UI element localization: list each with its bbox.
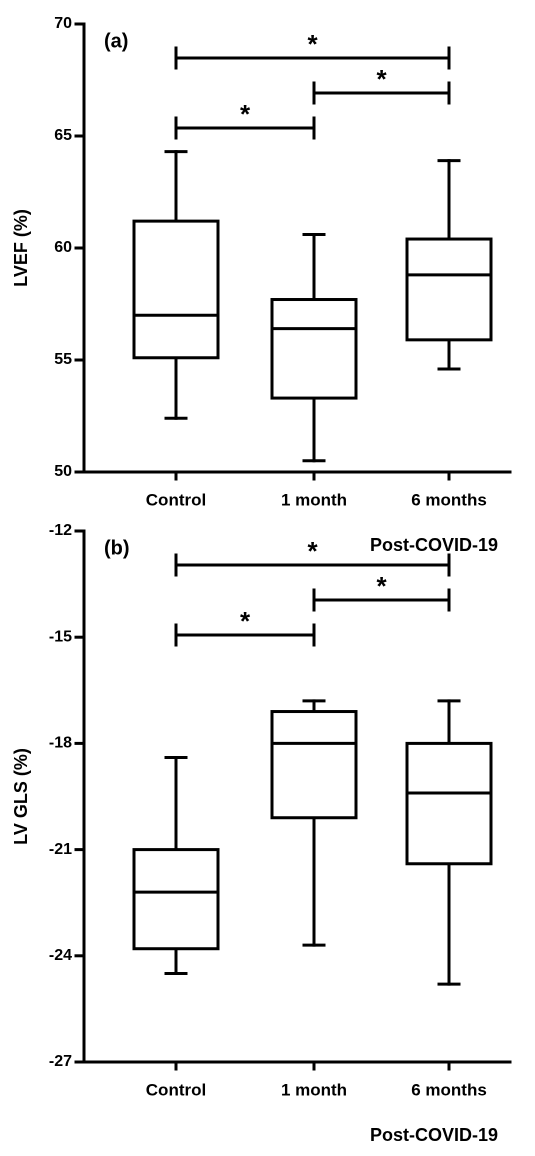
panel-label: (b) — [104, 537, 130, 559]
box — [405, 237, 493, 342]
box — [132, 848, 220, 951]
significance-star: * — [307, 29, 318, 59]
x-tick-label: 1 month — [281, 490, 347, 509]
x-tick-label: 1 month — [281, 1080, 347, 1099]
y-axis-title: LV GLS (%) — [11, 748, 31, 845]
y-axis-title: LVEF (%) — [11, 209, 31, 287]
significance-star: * — [376, 571, 387, 601]
y-tick-label: -18 — [49, 735, 72, 752]
y-tick-label: 60 — [54, 239, 72, 256]
significance-star: * — [240, 606, 251, 636]
y-tick-label: 55 — [54, 351, 72, 368]
x-axis-title: Post-COVID-19 — [370, 535, 498, 555]
box — [270, 710, 358, 820]
y-tick-label: -24 — [49, 947, 72, 964]
x-tick-label: 6 months — [411, 490, 487, 509]
significance-star: * — [240, 99, 251, 129]
x-tick-label: 6 months — [411, 1080, 487, 1099]
x-tick-label: Control — [146, 1080, 206, 1099]
panel-label: (a) — [104, 30, 128, 52]
y-tick-label: -27 — [49, 1053, 72, 1070]
x-axis-title: Post-COVID-19 — [370, 1125, 498, 1145]
y-tick-label: 70 — [54, 15, 72, 32]
box — [132, 219, 220, 360]
y-tick-label: -15 — [49, 628, 72, 645]
box — [270, 298, 358, 400]
y-tick-label: -21 — [49, 841, 72, 858]
significance-star: * — [376, 64, 387, 94]
y-tick-label: 50 — [54, 463, 72, 480]
y-tick-label: -12 — [49, 522, 72, 539]
y-tick-label: 65 — [54, 127, 72, 144]
box — [405, 741, 493, 866]
significance-star: * — [307, 536, 318, 566]
x-tick-label: Control — [146, 490, 206, 509]
